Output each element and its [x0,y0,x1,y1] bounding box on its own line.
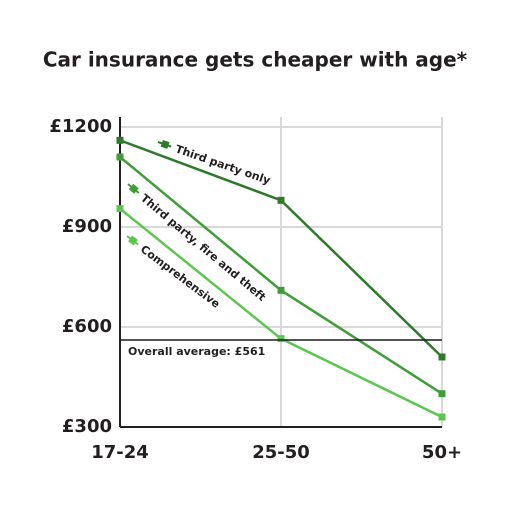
data-point [116,153,124,161]
data-point [438,413,446,421]
y-tick-label: £300 [62,416,112,437]
x-tick-label: 50+ [422,442,462,463]
y-tick-label: £900 [62,216,112,237]
y-tick-label: £1200 [49,116,112,137]
data-point [116,136,124,144]
data-point [277,286,285,294]
average-label: Overall average: £561 [128,345,265,358]
data-point [438,390,446,398]
data-point [277,196,285,204]
legend-marker [128,235,138,246]
y-tick-label: £600 [62,316,112,337]
chart-title: Car insurance gets cheaper with age* [43,48,468,72]
x-tick-label: 25-50 [252,442,310,463]
series-label: Third party only [157,139,272,187]
data-point [438,353,446,361]
legend-marker [128,183,139,194]
data-point [277,335,285,343]
x-tick-label: 17-24 [91,442,149,463]
legend-marker [160,139,170,149]
data-point [116,205,124,213]
